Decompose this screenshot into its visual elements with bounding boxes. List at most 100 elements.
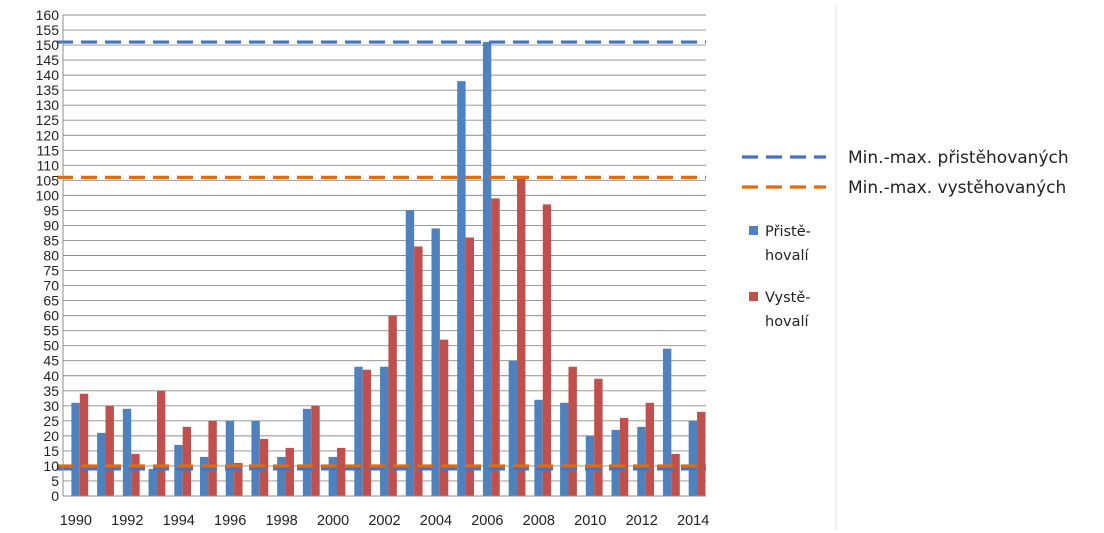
x-tick-label-2002: 2002 <box>368 513 400 529</box>
bar-vyst-2008 <box>542 204 552 497</box>
x-tick-label-2004: 2004 <box>420 513 452 529</box>
bar-prist-2011 <box>611 429 620 496</box>
y-tick-label-110: 110 <box>37 157 60 173</box>
y-tick-label-55: 55 <box>43 323 59 339</box>
bar-vyst-2013 <box>671 453 680 496</box>
y-tick-label-80: 80 <box>43 248 59 264</box>
bar-prist-1998 <box>277 456 286 496</box>
bar-prist-1993 <box>148 468 157 496</box>
bar-prist-1995 <box>200 456 209 496</box>
y-tick-label-35: 35 <box>43 383 59 399</box>
y-tick-label-150: 150 <box>36 37 60 53</box>
y-tick-label-20: 20 <box>43 428 59 444</box>
bar-prist-1990 <box>71 402 80 496</box>
x-tick-label-1990: 1990 <box>60 513 92 529</box>
bar-prist-1991 <box>97 432 106 496</box>
legend-series-swatch-0 <box>749 226 758 235</box>
y-tick-label-120: 120 <box>36 127 60 143</box>
x-tick-label-2010: 2010 <box>574 513 606 529</box>
gridlines <box>63 14 706 497</box>
y-tick-label-115: 115 <box>37 142 60 158</box>
x-tick-label-2014: 2014 <box>677 513 709 529</box>
y-tick-label-30: 30 <box>43 398 59 414</box>
bar-prist-2008 <box>534 399 543 496</box>
legend-series-swatch-1 <box>749 292 758 301</box>
y-tick-label-85: 85 <box>43 232 59 248</box>
bar-vyst-1993 <box>156 390 166 496</box>
x-tick-label-2008: 2008 <box>523 513 555 529</box>
y-tick-label-90: 90 <box>43 217 59 233</box>
bar-prist-2009 <box>560 402 569 496</box>
bar-vyst-2011 <box>619 417 629 496</box>
bar-prist-1999 <box>302 408 312 496</box>
y-tick-label-50: 50 <box>43 338 59 354</box>
bar-prist-2001 <box>354 366 363 496</box>
y-tick-label-65: 65 <box>43 293 59 309</box>
bar-vyst-1992 <box>131 453 140 496</box>
x-tick-label-1994: 1994 <box>163 513 195 529</box>
bar-prist-2007 <box>508 360 518 496</box>
bar-vyst-2014 <box>697 411 706 496</box>
bar-prist-2012 <box>637 426 646 496</box>
bar-prist-2005 <box>457 81 466 496</box>
bar-vyst-2003 <box>414 246 423 496</box>
bar-prist-1992 <box>122 408 132 496</box>
y-tick-label-45: 45 <box>43 353 59 369</box>
bar-prist-2006 <box>482 42 492 497</box>
legend-series-label-1-0: Vystě- <box>765 290 811 306</box>
y-tick-label-75: 75 <box>43 263 59 279</box>
y-tick-label-40: 40 <box>43 368 59 384</box>
bar-vyst-2012 <box>645 402 655 496</box>
x-tick-label-1996: 1996 <box>214 513 246 529</box>
bar-vyst-2004 <box>439 339 449 496</box>
x-tick-label-2000: 2000 <box>317 513 349 529</box>
y-tick-label-125: 125 <box>36 112 60 128</box>
y-tick-label-145: 145 <box>36 52 60 68</box>
bar-vyst-2007 <box>517 177 526 496</box>
bar-vyst-2010 <box>594 378 603 496</box>
axes: 0510152025303540455055606570758085909510… <box>36 7 710 529</box>
y-tick-label-135: 135 <box>36 82 60 98</box>
bar-vyst-1998 <box>285 447 294 496</box>
y-tick-label-10: 10 <box>43 458 59 474</box>
legend: Min.-max. přistěhovaných Min.-max. vystěh… <box>742 5 1069 530</box>
y-tick-label-100: 100 <box>36 187 60 203</box>
y-tick-label-155: 155 <box>36 22 60 38</box>
bar-vyst-1994 <box>182 426 192 496</box>
legend-ref-label-0: Min.-max. přistěhovaných <box>848 148 1069 168</box>
y-tick-label-25: 25 <box>43 413 59 429</box>
bar-vyst-2002 <box>388 315 397 496</box>
y-tick-label-160: 160 <box>36 7 60 23</box>
y-tick-label-130: 130 <box>36 97 60 113</box>
legend-series-label-0-1: hovalí <box>765 248 810 264</box>
x-tick-label-1998: 1998 <box>265 513 297 529</box>
legend-series-label-1-1: hovalí <box>765 314 810 330</box>
y-tick-label-95: 95 <box>43 202 59 218</box>
bar-prist-2013 <box>662 348 672 496</box>
bar-vyst-2001 <box>362 369 372 496</box>
reference-lines <box>57 40 706 471</box>
bar-vyst-1991 <box>105 405 114 496</box>
bar-vyst-1990 <box>79 393 89 496</box>
bar-vyst-2005 <box>465 237 474 496</box>
y-tick-label-105: 105 <box>36 172 60 188</box>
y-tick-label-15: 15 <box>43 443 59 459</box>
y-tick-label-140: 140 <box>36 67 60 83</box>
y-tick-label-5: 5 <box>51 473 59 489</box>
y-tick-label-70: 70 <box>43 278 59 294</box>
y-tick-label-0: 0 <box>51 488 59 504</box>
bars <box>71 42 706 497</box>
x-tick-label-2006: 2006 <box>471 513 503 529</box>
bar-prist-2000 <box>328 456 337 496</box>
bar-prist-1996 <box>225 420 235 496</box>
bar-prist-2002 <box>380 366 389 496</box>
y-tick-label-60: 60 <box>43 308 59 324</box>
bar-prist-2014 <box>688 420 698 496</box>
bar-vyst-1996 <box>234 462 243 496</box>
bar-vyst-1995 <box>208 420 217 496</box>
bar-prist-1997 <box>251 420 260 496</box>
bar-vyst-2006 <box>491 198 500 496</box>
bar-vyst-1999 <box>311 405 320 496</box>
bar-vyst-2009 <box>568 366 577 496</box>
